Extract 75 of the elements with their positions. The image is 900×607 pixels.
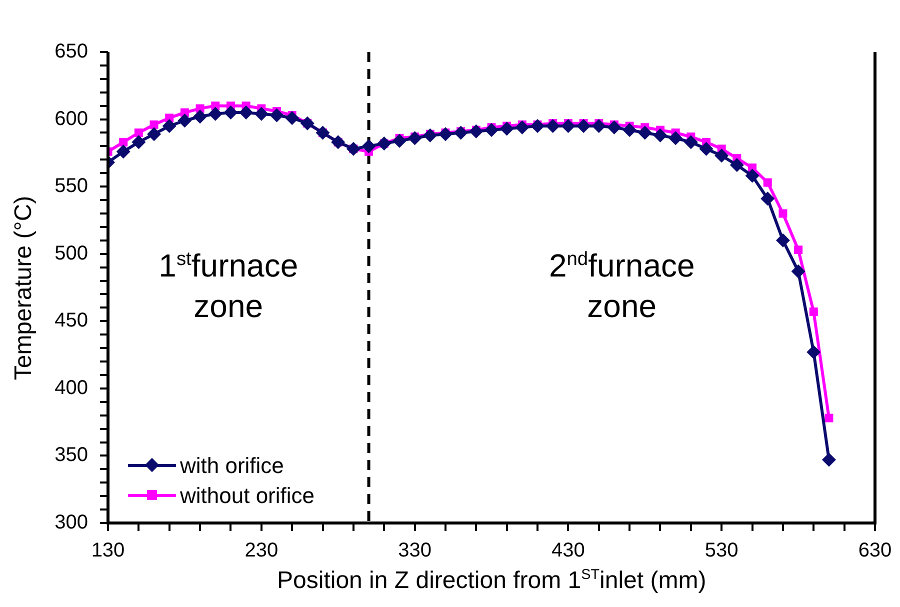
point [438,127,452,142]
point [607,120,622,134]
point [469,124,484,138]
point [714,148,729,163]
point [515,120,530,134]
point [239,106,254,120]
point [791,264,806,278]
x-tick-label: 230 [244,540,278,562]
point [408,131,422,146]
point [699,142,714,156]
point [423,128,438,142]
point [147,127,162,142]
point [377,136,392,151]
point [285,110,300,125]
point [270,108,284,122]
x-tick-label: 130 [91,540,125,562]
x-tick-label: 630 [858,540,892,562]
point [162,119,176,134]
point [150,120,158,129]
point [454,126,468,140]
y-tick-label: 450 [54,310,88,332]
point [809,307,818,316]
legend-label: without orifice [180,483,315,509]
point [776,233,790,248]
x-tick-label: 530 [704,540,738,562]
point [193,110,208,124]
point [760,192,775,206]
point [794,246,803,254]
point [806,345,821,360]
point [546,119,560,134]
point [638,126,652,140]
x-axis-title: Position in Z direction from 1$^{ST}$inlet (mm) [277,567,706,595]
point [331,135,346,150]
point [316,126,330,140]
x-tick-label: 430 [552,540,585,562]
point [254,106,268,121]
point [745,168,760,183]
y-axis-title: Temperature (°C) [10,195,38,380]
point [119,138,128,146]
point [484,123,498,138]
point [763,178,772,187]
legend-label: with orifice [180,453,284,479]
point [592,119,606,134]
x-tick-label: 330 [398,540,432,562]
point [561,119,576,134]
point [668,131,683,146]
point [730,158,744,172]
point [392,134,406,148]
y-tick-label: 500 [54,242,88,264]
point [824,414,834,422]
point [530,119,545,134]
point [622,123,637,138]
point [362,139,376,154]
y-tick-label: 650 [54,40,88,63]
annotation: 2$^{nd}$furnace zone [548,247,696,326]
y-tick-label: 300 [54,512,88,534]
point [684,135,698,150]
point [822,452,836,467]
point [132,135,146,150]
y-tick-label: 600 [54,108,88,130]
annotation: 1$^{st}$furnace zone [158,247,300,326]
point [576,119,591,134]
point [116,144,130,159]
y-tick-label: 550 [54,175,88,198]
y-tick-label: 350 [54,444,88,466]
point [653,128,668,142]
point [778,209,788,218]
point [224,106,238,120]
point [208,106,222,121]
point [346,142,360,156]
point [178,114,192,128]
point [500,122,514,136]
point [134,128,143,137]
y-tick-label: 400 [54,376,88,399]
point [300,116,314,130]
